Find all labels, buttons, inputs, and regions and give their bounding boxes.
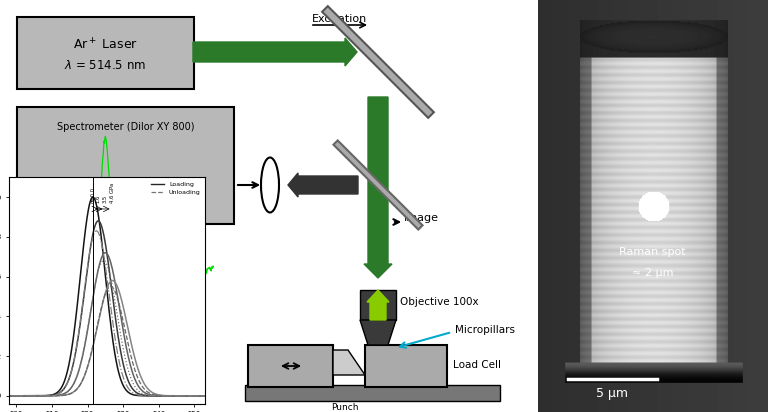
FancyArrow shape [367,290,389,320]
Polygon shape [333,350,365,375]
Polygon shape [360,320,396,345]
Polygon shape [322,6,434,118]
Text: Micropillars: Micropillars [455,325,515,335]
FancyArrow shape [288,173,358,197]
Polygon shape [333,140,422,229]
Ellipse shape [261,157,279,213]
Text: ≈ 2 μm: ≈ 2 μm [632,268,674,278]
FancyArrow shape [193,38,357,66]
Text: 3.5: 3.5 [103,195,108,203]
Text: 5 μm: 5 μm [597,387,628,400]
FancyArrow shape [364,97,392,278]
Polygon shape [368,345,388,375]
Text: 1.6: 1.6 [96,194,101,203]
FancyBboxPatch shape [365,345,447,387]
FancyBboxPatch shape [248,345,333,387]
Text: x: x [407,353,413,363]
Text: Diamond: Diamond [325,395,366,404]
FancyBboxPatch shape [360,290,396,320]
Text: Spectrometer (Dilor XY 800): Spectrometer (Dilor XY 800) [57,122,194,132]
Text: Ar$^+$ Laser: Ar$^+$ Laser [73,37,138,52]
Text: Image: Image [404,213,439,223]
Text: Load Cell: Load Cell [453,360,501,370]
Text: σ=0.0: σ=0.0 [91,187,95,203]
Text: ✕: ✕ [384,357,396,369]
Legend: Loading, Unloading: Loading, Unloading [151,180,202,197]
Text: Raman spot: Raman spot [620,247,686,257]
Text: Excitation: Excitation [312,14,367,24]
Text: 4.6 GPa: 4.6 GPa [110,183,115,203]
FancyBboxPatch shape [17,17,194,89]
Text: Z: Z [284,358,296,374]
Text: $\lambda$ = 514.5 nm: $\lambda$ = 514.5 nm [65,59,147,72]
FancyBboxPatch shape [17,107,234,224]
Text: Objective 100x: Objective 100x [400,297,478,307]
Text: Punch: Punch [331,403,359,412]
Text: Y: Y [390,369,396,379]
FancyBboxPatch shape [245,385,500,401]
